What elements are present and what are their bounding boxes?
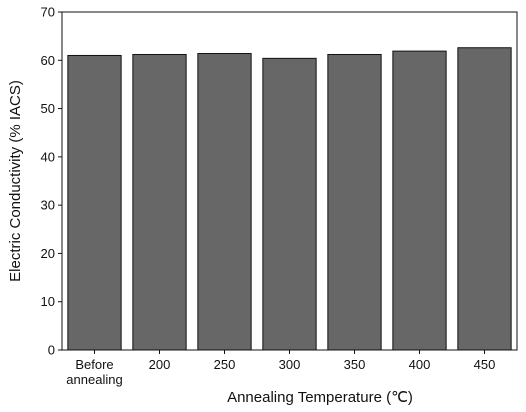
bar: [67, 54, 122, 351]
x-tick-label: 400: [408, 357, 431, 372]
bar: [392, 50, 447, 351]
y-tick-label: 70: [41, 5, 55, 20]
y-tick-label: 0: [48, 343, 55, 358]
y-tick-label: 60: [41, 53, 55, 68]
x-tick-label: 250: [213, 357, 236, 372]
bar: [457, 47, 512, 351]
x-tick-label: Before annealing: [66, 357, 123, 387]
y-tick-label: 50: [41, 101, 55, 116]
bar: [197, 53, 252, 351]
x-tick-label: 450: [473, 357, 496, 372]
y-tick-label: 40: [41, 149, 55, 164]
x-tick-label: 200: [148, 357, 171, 372]
y-tick-label: 10: [41, 294, 55, 309]
bar: [327, 53, 382, 351]
bar: [262, 57, 317, 351]
y-tick-label: 30: [41, 198, 55, 213]
x-tick-label: 300: [278, 357, 301, 372]
x-axis-title: Annealing Temperature (℃): [227, 389, 413, 406]
y-tick-label: 20: [41, 246, 55, 261]
y-axis-title: Electric Conductivity (% IACS): [7, 80, 24, 282]
bar: [132, 53, 187, 351]
x-tick-label: 350: [343, 357, 366, 372]
